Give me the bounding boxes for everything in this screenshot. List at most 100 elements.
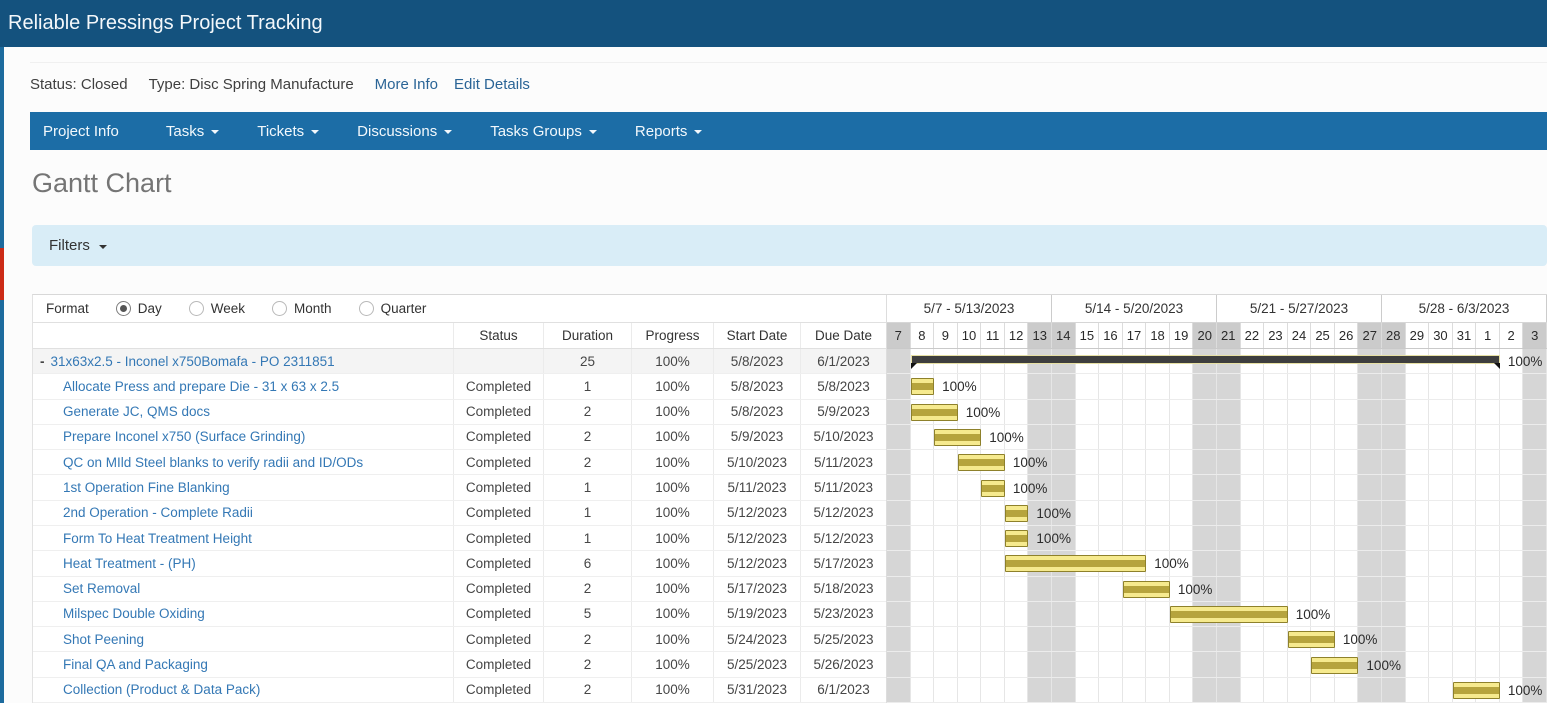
format-option-month[interactable]: Month (272, 301, 332, 316)
gantt-row-line (887, 626, 1547, 628)
task-name-link[interactable]: Milspec Double Oxiding (63, 606, 205, 622)
duration-cell: 6 (543, 551, 631, 576)
start-date-cell: 5/24/2023 (713, 627, 800, 652)
bar-progress-label: 100% (1507, 354, 1543, 370)
collapse-toggle[interactable]: - (40, 353, 45, 369)
day-header-cell: 27 (1358, 323, 1382, 348)
task-name-link[interactable]: 2nd Operation - Complete Radii (63, 505, 253, 521)
nav-item-reports[interactable]: Reports (616, 112, 722, 150)
day-header-cell: 15 (1076, 323, 1100, 348)
nav-item-tasks-groups[interactable]: Tasks Groups (471, 112, 616, 150)
nav-item-label: Tickets (257, 122, 305, 140)
task-name-link[interactable]: Final QA and Packaging (63, 657, 208, 673)
task-name-cell: 2nd Operation - Complete Radii (33, 501, 453, 525)
format-option-week[interactable]: Week (188, 301, 245, 316)
task-row: Shot Peening Completed 2 100% 5/24/2023 5/25/… (33, 627, 886, 653)
project-navbar: Project Info Tasks Tickets Discussions T… (30, 112, 1547, 150)
format-option-day[interactable]: Day (115, 301, 162, 316)
progress-cell: 100% (631, 424, 713, 450)
progress-cell: 100% (631, 677, 713, 702)
day-column (1241, 349, 1265, 703)
more-info-link[interactable]: More Info (374, 75, 439, 93)
gantt-bar[interactable] (957, 454, 1005, 472)
gantt-row-line (887, 449, 1547, 451)
gantt-summary-bar[interactable] (910, 355, 1501, 369)
due-date-cell: 5/8/2023 (800, 374, 886, 399)
gantt-bar[interactable] (1287, 631, 1335, 649)
format-option-quarter[interactable]: Quarter (358, 301, 426, 316)
weekend-column (1217, 349, 1241, 703)
nav-item-discussions[interactable]: Discussions (338, 112, 471, 150)
task-name-link[interactable]: Set Removal (63, 581, 141, 597)
day-header-cell: 28 (1382, 323, 1406, 348)
day-header-cell: 8 (911, 323, 935, 348)
due-date-cell: 5/18/2023 (800, 576, 886, 601)
bar-progress-label: 100% (1366, 657, 1401, 673)
day-header-cell: 23 (1264, 323, 1288, 348)
status-cell: Completed (453, 500, 543, 525)
gantt-bar[interactable] (1004, 504, 1029, 522)
gantt-bar[interactable] (910, 403, 958, 421)
gantt-row-line (887, 474, 1547, 476)
task-name-cell: Heat Treatment - (PH) (33, 551, 453, 575)
day-column (958, 349, 982, 703)
progress-cell: 100% (631, 576, 713, 601)
due-date-cell: 5/10/2023 (800, 424, 886, 450)
status-cell: Completed (453, 627, 543, 652)
day-column (1476, 349, 1500, 703)
radio-icon (272, 301, 288, 316)
task-name-cell: Set Removal (33, 577, 453, 601)
gantt-bar[interactable] (981, 479, 1005, 497)
task-name-link[interactable]: Collection (Product & Data Pack) (63, 682, 261, 698)
progress-cell: 100% (631, 525, 713, 551)
gantt-bar[interactable] (1004, 555, 1147, 573)
task-name-link[interactable]: Prepare Inconel x750 (Surface Grinding) (63, 429, 306, 445)
gantt-bar[interactable] (1122, 580, 1170, 598)
task-name-link[interactable]: Generate JC, QMS docs (63, 404, 211, 420)
duration-cell: 25 (543, 349, 631, 374)
weekend-column (1193, 349, 1217, 703)
filters-toggle[interactable]: Filters (32, 225, 1547, 266)
gantt-bar[interactable] (934, 429, 982, 446)
due-date-cell: 5/11/2023 (800, 450, 886, 475)
nav-item-tasks[interactable]: Tasks (147, 112, 238, 150)
task-name-link[interactable]: 31x63x2.5 - Inconel x750Bomafa - PO 2311… (50, 353, 335, 369)
day-column (1453, 349, 1477, 703)
task-name-link[interactable]: QC on MIld Steel blanks to verify radii … (63, 454, 364, 470)
due-date-cell: 5/25/2023 (800, 627, 886, 652)
day-column (1264, 349, 1288, 703)
task-row: 2nd Operation - Complete Radii Completed 1… (33, 500, 886, 526)
day-column (1099, 349, 1123, 703)
day-column (934, 349, 958, 703)
gantt-day-header: 7 8 9 10 11 12 13 14 15 16 17 18 19 20 21 22 23 24 25 26 27 2… (887, 323, 1547, 349)
gantt-bar[interactable] (910, 378, 935, 396)
task-name-cell: -31x63x2.5 - Inconel x750Bomafa - PO 231… (33, 349, 453, 373)
bar-progress-label: 100% (1012, 480, 1048, 496)
status-cell: Completed (453, 475, 543, 500)
edit-details-link[interactable]: Edit Details (454, 75, 530, 93)
gantt-bar[interactable] (1169, 606, 1288, 623)
day-header-cell: 19 (1170, 323, 1194, 348)
task-name-link[interactable]: 1st Operation Fine Blanking (63, 480, 230, 496)
gantt-bar[interactable] (1311, 656, 1359, 674)
duration-cell: 2 (543, 652, 631, 677)
task-name-cell: QC on MIld Steel blanks to verify radii … (33, 450, 453, 474)
nav-item-project-info[interactable]: Project Info (30, 112, 147, 150)
task-name-link[interactable]: Form To Heat Treatment Height (63, 530, 252, 546)
chevron-down-icon (444, 130, 453, 134)
task-name-cell: Shot Peening (33, 627, 453, 651)
gantt-bar[interactable] (1004, 530, 1029, 548)
task-name-link[interactable]: Allocate Press and prepare Die - 31 x 63… (63, 378, 340, 394)
gantt-bar[interactable] (1452, 681, 1500, 699)
due-date-cell: 6/1/2023 (800, 349, 886, 374)
task-name-cell: Prepare Inconel x750 (Surface Grinding) (33, 425, 453, 449)
task-row: Set Removal Completed 2 100% 5/17/2023 5/18/2… (33, 576, 886, 602)
nav-item-tickets[interactable]: Tickets (238, 112, 338, 150)
task-name-link[interactable]: Shot Peening (63, 631, 145, 647)
task-name-cell: Form To Heat Treatment Height (33, 526, 453, 550)
format-option-label: Day (137, 301, 162, 316)
task-name-link[interactable]: Heat Treatment - (PH) (63, 555, 196, 571)
start-date-cell: 5/25/2023 (713, 652, 800, 677)
gantt-week-header: 5/7 - 5/13/2023 5/14 - 5/20/2023 5/21 - … (887, 295, 1547, 323)
start-date-cell: 5/31/2023 (713, 677, 800, 702)
